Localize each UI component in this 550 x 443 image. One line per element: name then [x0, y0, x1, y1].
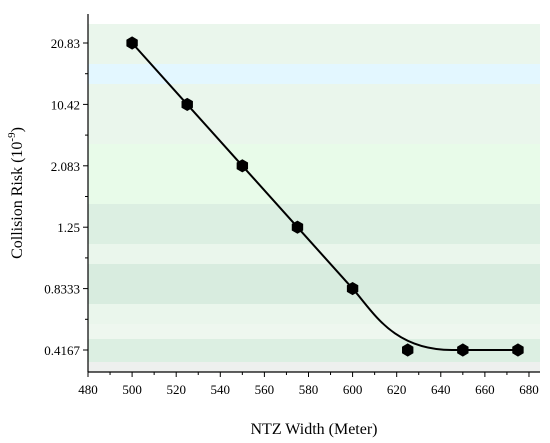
data-point-marker	[346, 282, 359, 296]
background-band	[88, 204, 540, 244]
data-points	[126, 36, 524, 357]
y-axis-label-close: )	[9, 127, 26, 132]
x-tick-label: 560	[255, 382, 275, 397]
x-axis-ticks: 480 500 520 540 560 580 600 620 640 660 680	[78, 372, 539, 397]
y-tick-label: 20.83	[51, 36, 80, 51]
data-point-marker	[291, 220, 304, 234]
data-point-marker	[402, 343, 414, 357]
y-axis-label-main: Collision Risk (10	[9, 142, 26, 259]
data-point-marker	[236, 159, 249, 173]
background-band	[88, 124, 540, 144]
background-band	[88, 264, 540, 304]
background-band	[88, 362, 540, 372]
y-axis-label-exponent: -9	[6, 132, 18, 142]
x-tick-label: 520	[166, 382, 186, 397]
x-tick-label: 540	[211, 382, 231, 397]
data-point-marker	[181, 97, 193, 111]
background-band	[88, 324, 540, 339]
x-tick-label: 660	[475, 382, 495, 397]
data-point-marker	[512, 343, 524, 357]
y-axis-label: Collision Risk (10-9)	[6, 127, 26, 259]
background-band	[88, 304, 540, 324]
x-tick-label: 580	[299, 382, 319, 397]
background-band	[88, 14, 540, 24]
y-tick-label: 0.4167	[44, 343, 80, 358]
x-tick-label: 640	[431, 382, 451, 397]
y-tick-label: 0.8333	[44, 282, 80, 297]
x-tick-label: 500	[122, 382, 142, 397]
x-tick-label: 620	[387, 382, 407, 397]
x-tick-label: 600	[343, 382, 363, 397]
x-tick-label: 480	[78, 382, 98, 397]
y-tick-label: 1.25	[57, 220, 80, 235]
data-point-marker	[126, 36, 138, 50]
data-point-marker	[457, 343, 469, 357]
y-tick-label: 10.42	[51, 97, 80, 112]
background-band	[88, 244, 540, 264]
background-bands	[88, 14, 540, 372]
background-band	[88, 84, 540, 124]
risk-curve	[131, 42, 518, 351]
background-band	[88, 144, 540, 184]
background-band	[88, 339, 540, 362]
background-band	[88, 24, 540, 64]
x-axis-label: NTZ Width (Meter)	[250, 421, 377, 438]
y-axis-ticks: 0.4167 0.8333 1.25 2.083 10.42 20.83	[44, 36, 88, 358]
background-band	[88, 64, 540, 84]
x-tick-label: 680	[519, 382, 539, 397]
y-tick-label: 2.083	[51, 159, 80, 174]
background-band	[88, 184, 540, 204]
